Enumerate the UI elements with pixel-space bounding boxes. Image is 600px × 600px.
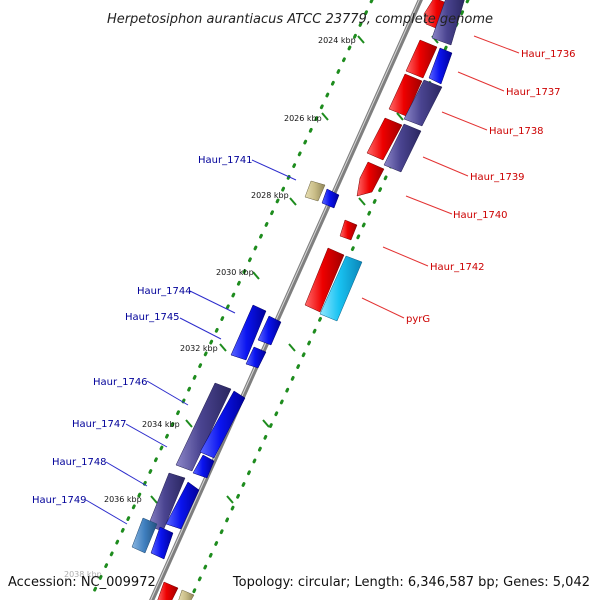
gene-red xyxy=(339,219,358,241)
gene-blue xyxy=(257,315,282,346)
gene-blue xyxy=(321,188,340,209)
gene-label: Haur_1740 xyxy=(453,210,508,221)
gene-red xyxy=(157,581,179,600)
gene-label: Haur_1747 xyxy=(72,419,127,430)
genome-backbone xyxy=(149,0,423,600)
gene-tan xyxy=(304,180,326,202)
tick-label-2028: 2028 kbp xyxy=(251,191,289,200)
leader-lines-right xyxy=(361,35,520,319)
gene-red xyxy=(304,247,345,313)
gene-label: Haur_1741 xyxy=(198,155,253,166)
gene-purple xyxy=(383,123,422,173)
tick-2032: 2032 kbp xyxy=(180,343,296,353)
gene-blue xyxy=(165,481,200,530)
gene-label: Haur_1738 xyxy=(489,126,544,137)
gene-labels-left: Haur_1741 Haur_1744 Haur_1745 Haur_1746 … xyxy=(32,155,253,506)
tick-2038: 2038 kbp xyxy=(64,570,102,579)
leader-lines-left xyxy=(85,159,297,525)
gene-label: Haur_1739 xyxy=(470,172,525,183)
tick-label-2036: 2036 kbp xyxy=(104,495,142,504)
gene-label: Haur_1736 xyxy=(521,49,576,60)
gene-cyan xyxy=(319,255,363,322)
gene-red xyxy=(366,117,403,161)
accession-text: Accession: NC_009972 xyxy=(8,575,156,590)
inner-strand-genes xyxy=(131,180,340,560)
gene-label: Haur_1749 xyxy=(32,495,87,506)
gene-label: pyrG xyxy=(406,314,430,325)
genome-summary-text: Topology: circular; Length: 6,346,587 bp… xyxy=(232,575,590,590)
gene-label: Haur_1746 xyxy=(93,377,148,388)
tick-2026: 2026 kbp xyxy=(284,112,404,123)
tick-label-2034: 2034 kbp xyxy=(142,420,180,429)
outer-strand-genes xyxy=(157,0,465,600)
gene-blue xyxy=(428,47,453,85)
gene-labels-right: Haur_1736 Haur_1737 Haur_1738 Haur_1739 … xyxy=(406,49,576,325)
gene-blue xyxy=(230,304,267,361)
gene-label: Haur_1744 xyxy=(137,286,192,297)
tick-2034: 2034 kbp xyxy=(142,419,270,429)
tick-label-2026: 2026 kbp xyxy=(284,114,322,123)
gene-steel xyxy=(131,517,158,554)
tick-label-2032: 2032 kbp xyxy=(180,344,218,353)
gene-blue xyxy=(199,390,246,459)
gene-tan xyxy=(178,589,195,600)
gene-red xyxy=(405,39,438,79)
tick-2036: 2036 kbp xyxy=(104,495,234,504)
tick-label-2038: 2038 kbp xyxy=(64,570,102,579)
gene-purple xyxy=(175,382,232,472)
tick-2030: 2030 kbp xyxy=(216,268,330,280)
gene-blue xyxy=(192,454,215,479)
tick-2028: 2028 kbp xyxy=(251,191,366,206)
map-title: Herpetosiphon aurantiacus ATCC 23779, co… xyxy=(107,12,493,27)
tick-label-2030: 2030 kbp xyxy=(216,268,254,277)
gene-label: Haur_1748 xyxy=(52,457,107,468)
gene-label: Haur_1742 xyxy=(430,262,485,273)
gene-blue xyxy=(150,526,174,560)
gene-label: Haur_1737 xyxy=(506,87,561,98)
gene-label: Haur_1745 xyxy=(125,312,180,323)
gene-blue xyxy=(245,346,267,369)
gene-purple xyxy=(403,79,443,127)
gene-purple xyxy=(431,0,465,46)
tick-label-2024: 2024 kbp xyxy=(318,36,356,45)
gene-red xyxy=(356,161,385,197)
